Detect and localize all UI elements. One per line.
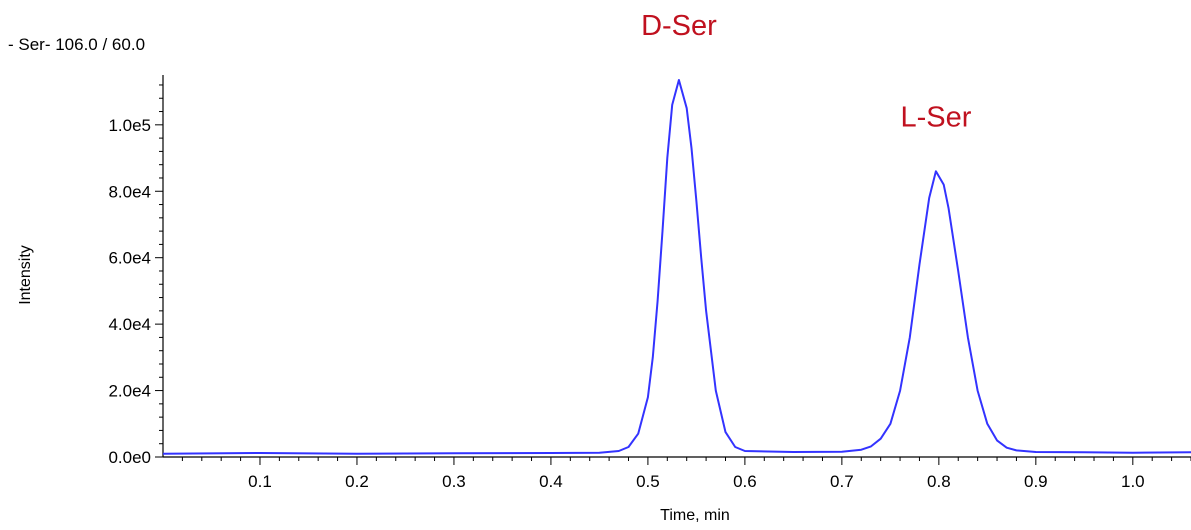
peak-annotations: D-Ser L-Ser (641, 10, 972, 133)
peak-label: L-Ser (900, 101, 971, 133)
y-tick-label: 2.0e4 (108, 382, 151, 401)
x-tick-label: 0.2 (345, 472, 369, 491)
x-tick-label: 0.4 (539, 472, 563, 491)
y-tick-label: 8.0e4 (108, 182, 151, 201)
trace-title: - Ser- 106.0 / 60.0 (8, 35, 145, 54)
x-tick-label: 1.0 (1121, 472, 1145, 491)
axes (162, 75, 1191, 458)
x-tick-label: 0.5 (636, 472, 660, 491)
x-tick-label: 0.8 (927, 472, 951, 491)
y-tick-label: 6.0e4 (108, 249, 151, 268)
x-tick-label: 0.6 (733, 472, 757, 491)
y-axis-title: Intensity (17, 245, 34, 305)
peak-label: D-Ser (641, 10, 717, 42)
x-axis-ticks: 0.1 0.2 0.3 0.4 0.5 0.6 0.7 0.8 0.9 1.0 (181, 457, 1191, 491)
x-axis-title: Time, min (660, 507, 730, 524)
y-axis-ticks: 0.0e0 2.0e4 4.0e4 6.0e4 8.0e4 1.0e5 (108, 84, 163, 467)
x-tick-label: 0.3 (442, 472, 466, 491)
x-tick-label: 0.9 (1024, 472, 1048, 491)
x-tick-label: 0.7 (830, 472, 854, 491)
y-tick-label: 4.0e4 (108, 315, 151, 334)
x-tick-label: 0.1 (248, 472, 272, 491)
y-tick-label: 1.0e5 (108, 116, 151, 135)
chromatogram-trace-line (162, 79, 1191, 455)
y-tick-label: 0.0e0 (108, 448, 151, 467)
